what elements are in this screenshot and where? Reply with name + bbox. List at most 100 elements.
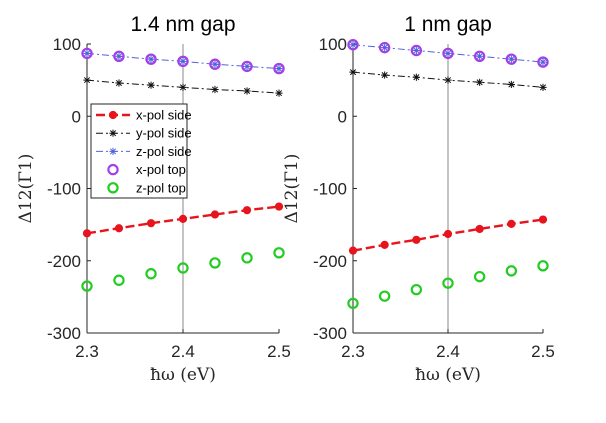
legend-entry: x-pol top bbox=[107, 162, 186, 177]
data-point bbox=[378, 41, 391, 54]
legend-label: x-pol top bbox=[136, 162, 186, 177]
data-point bbox=[210, 210, 220, 219]
x-tick-label: 2.4 bbox=[171, 342, 195, 361]
data-point bbox=[505, 265, 518, 277]
data-point bbox=[381, 44, 389, 52]
data-point bbox=[275, 89, 283, 97]
data-point bbox=[179, 83, 187, 91]
data-point bbox=[177, 55, 189, 68]
legend-marker bbox=[107, 182, 119, 194]
data-point bbox=[347, 297, 359, 310]
data-point bbox=[442, 47, 454, 60]
data-point bbox=[114, 224, 124, 233]
series-y-pol-side bbox=[349, 68, 547, 91]
data-point bbox=[442, 277, 454, 289]
data-point bbox=[476, 52, 484, 60]
data-point bbox=[412, 235, 421, 244]
series-z-pol-top bbox=[81, 247, 285, 292]
data-point bbox=[381, 71, 389, 79]
data-point bbox=[275, 64, 283, 73]
series-x-pol-side bbox=[82, 202, 284, 238]
data-point bbox=[242, 206, 252, 215]
data-point bbox=[507, 219, 516, 229]
x-tick-label: 2.3 bbox=[341, 342, 365, 361]
data-point bbox=[473, 270, 486, 283]
data-point bbox=[539, 83, 547, 91]
series-z-pol-side bbox=[83, 49, 283, 73]
data-point bbox=[349, 68, 357, 76]
legend-entry: z-pol side bbox=[96, 144, 192, 159]
data-point bbox=[83, 76, 91, 84]
legend-marker bbox=[109, 147, 117, 155]
data-point bbox=[274, 202, 284, 211]
data-point bbox=[209, 257, 221, 269]
legend-marker bbox=[107, 163, 119, 176]
legend-marker bbox=[108, 110, 118, 120]
data-point bbox=[179, 57, 187, 65]
y-tick-label: 0 bbox=[72, 107, 81, 126]
data-point bbox=[147, 81, 155, 89]
data-point bbox=[113, 274, 125, 286]
data-point bbox=[412, 46, 420, 55]
x-tick-label: 2.5 bbox=[267, 342, 291, 361]
data-point bbox=[147, 55, 155, 63]
legend: x-pol side y-pol side z-pol side x-pol top z… bbox=[90, 103, 192, 199]
data-point bbox=[241, 252, 253, 264]
data-point bbox=[81, 280, 93, 292]
series-x-pol-side bbox=[348, 215, 548, 255]
data-point bbox=[443, 229, 453, 239]
data-point bbox=[505, 53, 518, 65]
data-point bbox=[241, 60, 253, 73]
chart-title: 1 nm gap bbox=[404, 13, 492, 36]
x-tick-label: 2.3 bbox=[75, 342, 99, 361]
data-point bbox=[347, 39, 359, 51]
data-point bbox=[81, 47, 93, 60]
data-point bbox=[538, 215, 548, 224]
data-point bbox=[82, 229, 92, 238]
y-tick-label: -100 bbox=[47, 180, 81, 199]
data-point bbox=[444, 76, 452, 84]
data-point bbox=[83, 49, 91, 57]
data-point bbox=[537, 260, 549, 272]
series-y-pol-side bbox=[83, 76, 283, 97]
data-point bbox=[507, 55, 515, 63]
x-axis-label: ħω (eV) bbox=[415, 365, 481, 385]
y-tick-label: -100 bbox=[313, 180, 347, 199]
y-axis-label: Δ12(Γ1) bbox=[282, 154, 302, 224]
data-point bbox=[537, 56, 549, 68]
y-tick-label: 0 bbox=[338, 107, 347, 126]
chart-title: 1.4 nm gap bbox=[130, 13, 235, 36]
data-point bbox=[348, 246, 358, 255]
data-point bbox=[349, 41, 357, 49]
legend-label: y-pol side bbox=[136, 126, 192, 141]
x-axis-label: ħω (eV) bbox=[150, 365, 216, 385]
data-point bbox=[145, 53, 157, 65]
data-point bbox=[209, 58, 221, 70]
legend-entry: y-pol side bbox=[96, 126, 192, 141]
legend-entry: x-pol side bbox=[96, 108, 192, 123]
y-tick-label: -200 bbox=[47, 252, 81, 271]
legend-label: x-pol side bbox=[136, 108, 192, 123]
series-z-pol-top bbox=[347, 260, 549, 310]
data-point bbox=[380, 240, 389, 249]
y-tick-label: -300 bbox=[47, 324, 81, 343]
y-tick-label: 100 bbox=[319, 35, 347, 54]
data-point bbox=[178, 214, 188, 223]
data-point bbox=[473, 50, 486, 62]
x-tick-label: 2.5 bbox=[531, 342, 555, 361]
data-point bbox=[211, 60, 219, 68]
data-point bbox=[115, 52, 123, 60]
data-point bbox=[412, 73, 420, 81]
data-point bbox=[115, 79, 123, 87]
data-point bbox=[145, 268, 157, 280]
data-point bbox=[378, 290, 391, 302]
series-x-pol-top bbox=[347, 39, 549, 68]
data-point bbox=[539, 58, 547, 66]
data-point bbox=[211, 85, 219, 94]
data-point bbox=[475, 224, 484, 234]
data-point bbox=[113, 50, 125, 62]
data-point bbox=[177, 262, 189, 274]
data-point bbox=[243, 62, 251, 70]
